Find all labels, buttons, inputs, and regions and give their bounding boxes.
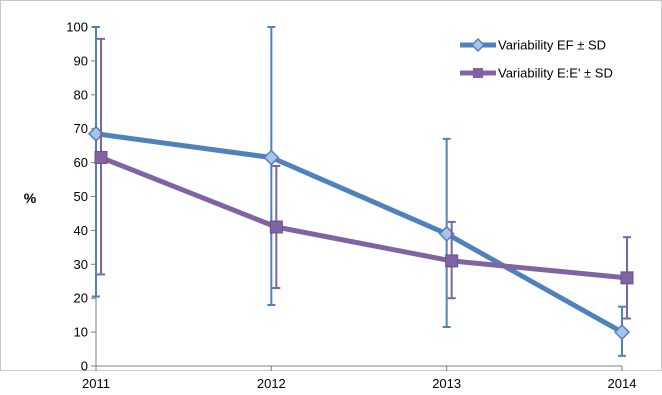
data-point-diamond <box>263 149 280 166</box>
legend-marker-square <box>473 68 483 78</box>
x-tick-label: 2012 <box>257 376 286 391</box>
y-tick-label: 20 <box>74 291 88 306</box>
series-line <box>100 155 628 281</box>
y-tick-label: 60 <box>74 155 88 170</box>
y-tick-label: 10 <box>74 325 88 340</box>
series-2 <box>94 37 634 320</box>
legend-label: Variability E:E' ± SD <box>498 66 613 81</box>
y-axis-ticks: 0 10 20 30 40 50 60 70 80 90 100 <box>66 20 96 374</box>
x-tick-label: 2011 <box>82 376 110 391</box>
legend-label: Variability EF ± SD <box>498 38 606 53</box>
series-group <box>87 26 634 357</box>
data-point-square <box>620 271 634 285</box>
y-tick-label: 100 <box>66 20 88 35</box>
legend-entry-1: Variability EF ± SD <box>460 38 606 53</box>
data-point-square <box>94 151 108 165</box>
legend: Variability EF ± SD Variability E:E' ± SD <box>460 38 613 81</box>
y-tick-label: 0 <box>81 359 88 374</box>
data-point-square <box>269 220 283 234</box>
x-tick-label: 2014 <box>608 376 637 391</box>
y-tick-label: 50 <box>74 189 88 204</box>
legend-entry-2: Variability E:E' ± SD <box>460 66 613 81</box>
y-tick-label: 40 <box>74 223 88 238</box>
series-1 <box>87 26 631 357</box>
y-tick-label: 90 <box>74 53 88 68</box>
y-tick-label: 80 <box>74 87 88 102</box>
legend-marker-diamond <box>470 37 486 53</box>
y-tick-label: 30 <box>74 257 88 272</box>
x-axis-ticks: 2011 2012 2013 2014 <box>82 366 636 391</box>
data-point-square <box>445 254 459 268</box>
y-tick-label: 70 <box>74 121 88 136</box>
data-point-diamond <box>613 324 631 341</box>
x-tick-label: 2013 <box>432 376 461 391</box>
series-line <box>95 131 624 335</box>
y-axis-label: % <box>24 190 37 206</box>
